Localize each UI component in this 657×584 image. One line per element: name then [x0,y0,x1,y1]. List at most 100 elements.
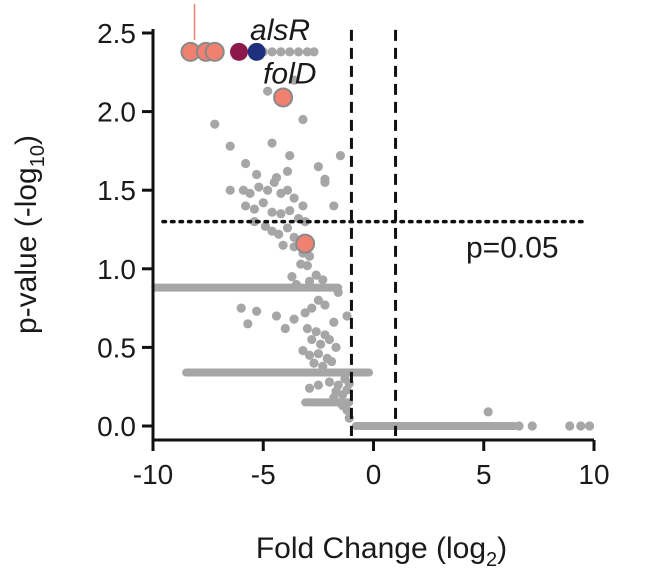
data-point [311,327,321,337]
data-point [302,47,312,57]
x-tick-label: -10 [133,459,173,490]
y-axis-title-subscript: 10 [27,145,49,167]
threshold-annotation: p=0.05 [466,232,559,265]
highlighted-point [273,87,294,108]
data-point [282,185,293,195]
data-point [302,323,312,334]
x-axis-title-subscript: 2 [486,549,497,571]
data-point [514,421,524,431]
data-point [236,303,246,313]
data-point [309,47,319,57]
gene-label: alsR [250,14,310,47]
data-point [225,185,235,195]
data-point [252,306,262,316]
data-point [243,319,253,329]
data-point [249,204,260,214]
x-tick-label: 5 [476,459,492,490]
data-point [313,380,323,390]
data-point [483,407,493,417]
data-point [278,240,288,250]
data-point [318,275,328,285]
y-axis-title-close: ) [10,135,43,145]
data-point [298,114,308,125]
data-point [307,334,317,345]
data-point [315,339,326,349]
data-point [302,261,312,271]
data-point [263,86,273,96]
y-tick-label: 0.0 [97,411,136,442]
x-tick-label: -5 [251,459,276,490]
data-point [298,201,308,211]
data-point [293,47,304,57]
data-point [304,383,315,393]
data-point [289,193,299,203]
band-points-layer [151,283,519,430]
data-point [324,334,334,345]
data-point [252,169,262,180]
data-point [342,311,352,321]
y-axis-title: p-value (-log10) [10,135,49,334]
data-point [313,295,323,305]
highlighted-point [204,41,225,62]
highlighted-points-layer [180,41,316,254]
data-point [298,345,308,356]
data-point [260,221,271,231]
data-point [313,162,323,172]
data-point [210,119,220,129]
data-point [276,209,286,219]
data-point [331,342,341,352]
data-point [267,207,277,217]
data-point [285,151,295,161]
data-point [307,303,317,313]
highlighted-point [229,42,248,61]
data-point [287,272,297,282]
data-point [342,385,352,395]
y-tick-label: 1.0 [97,254,136,285]
data-point [304,276,315,286]
data-point [300,308,310,318]
data-point [329,393,339,403]
x-axis-title: Fold Change (log2) [256,532,507,571]
data-point [333,287,343,297]
data-point [335,151,346,161]
data-point [289,75,299,85]
data-point [245,188,255,198]
highlighted-point [295,233,316,254]
gene-label: folD [263,57,316,90]
data-point [329,317,339,327]
data-point [289,314,299,324]
data-point [338,400,348,411]
data-point [329,201,339,211]
data-point [249,217,260,227]
data-point [285,47,295,57]
data-point [271,311,282,321]
data-point [267,138,277,148]
y-tick-label: 0.5 [97,332,136,363]
data-point [263,185,273,195]
data-point [318,361,328,371]
y-tick-label: 1.5 [97,175,136,206]
y-axis-ticks: 0.0 0.5 1.0 1.5 2.0 2.5 [97,18,153,442]
data-point [327,356,337,367]
x-tick-label: 10 [578,459,609,490]
data-point [527,421,537,431]
x-axis-title-main: Fold Change (log [256,532,486,565]
data-point [285,206,295,216]
y-axis-title-main: p-value (-log [10,167,43,334]
data-point [282,223,293,233]
data-point [282,166,293,176]
data-point [309,358,319,368]
data-point [241,201,251,211]
data-point [565,421,575,431]
data-point [304,350,315,360]
data-point [241,158,251,169]
data-point [311,270,321,280]
y-tick-label: 2.0 [97,97,136,128]
data-point [313,349,323,359]
x-tick-label: 0 [366,459,382,490]
data-point [254,182,264,192]
data-point [258,198,268,208]
data-point [320,300,330,310]
x-axis-ticks: -10 -5 0 5 10 [133,440,610,490]
x-axis-title-close: ) [497,532,507,565]
